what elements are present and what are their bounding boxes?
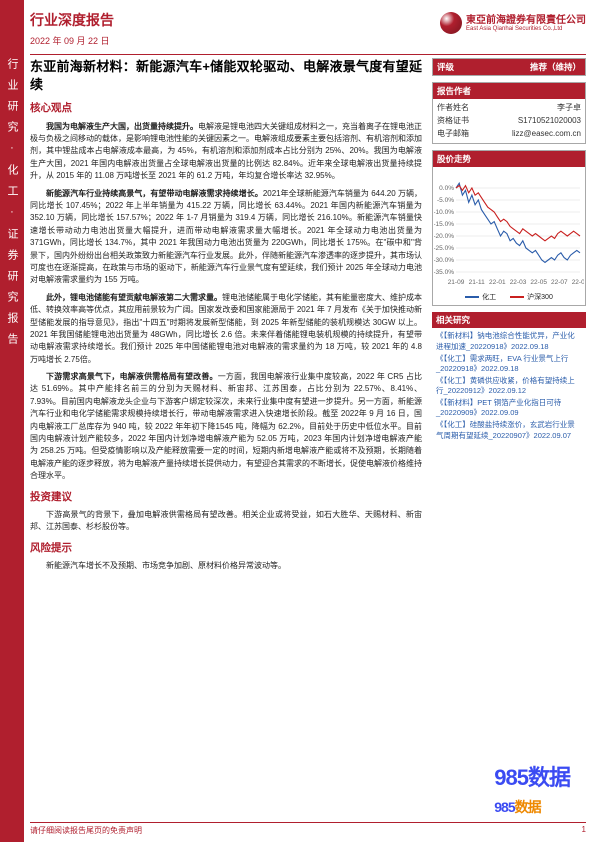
body-paragraph: 下游需求高景气下，电解液供需格局有望改善。一方面，我国电解液行业集中度较高，20… [30, 371, 422, 483]
related-link[interactable]: 《【化工】硅酸盐持续涨价，玄武岩行业景气周期有望延续_20220907》2022… [436, 420, 582, 440]
svg-text:22-03: 22-03 [510, 279, 527, 286]
svg-text:21-11: 21-11 [469, 279, 486, 286]
svg-text:-30.0%: -30.0% [434, 257, 454, 264]
svg-text:-15.0%: -15.0% [434, 221, 454, 228]
chart-legend: 化工 沪深300 [433, 291, 585, 305]
disclaimer-note: 请仔细阅读报告尾页的免责声明 [30, 825, 142, 836]
section-heading: 核心观点 [30, 100, 422, 116]
vertical-category-bar: 行业研究·化工·证券研究报告 [0, 0, 24, 842]
related-link[interactable]: 《【化工】黄磷供应收紧，价格有望持续上行_20220912》2022.09.12 [436, 376, 582, 396]
rating-box: 评级 推荐（维持） [432, 58, 586, 76]
svg-text:0.0%: 0.0% [439, 185, 454, 192]
section-heading: 投资建议 [30, 489, 422, 505]
svg-text:22-09: 22-09 [572, 279, 584, 286]
svg-text:22-07: 22-07 [551, 279, 568, 286]
logo-text: 東亞前海證券有限責任公司 [466, 15, 586, 26]
body-paragraph: 此外，锂电池储能有望贡献电解液第二大需求量。锂电池储能属于电化学储能，其有能量密… [30, 292, 422, 366]
report-date: 2022 年 09 月 22 日 [30, 34, 586, 47]
svg-text:21-09: 21-09 [448, 279, 465, 286]
chart-title: 股价走势 [437, 153, 471, 165]
svg-text:-10.0%: -10.0% [434, 209, 454, 216]
body-paragraph: 新能源汽车行业持续高景气，有望带动电解液需求持续增长。2021年全球新能源汽车销… [30, 188, 422, 287]
page-number: 1 [582, 825, 586, 834]
related-link[interactable]: 《【新材料】PET 铜箔产业化指日可待_20220909》2022.09.09 [436, 398, 582, 418]
author-box-title: 报告作者 [437, 85, 471, 97]
watermark: 985数据 985数据 [494, 760, 570, 818]
svg-text:-20.0%: -20.0% [434, 233, 454, 240]
author-box: 报告作者 作者姓名李子卓资格证书S1710521020003电子邮箱lizz@e… [432, 82, 586, 144]
logo-subtext: East Asia Qianhai Securities Co.,Ltd [466, 26, 586, 32]
svg-text:-5.0%: -5.0% [437, 197, 454, 204]
svg-text:22-01: 22-01 [489, 279, 506, 286]
rating-label: 评级 [437, 61, 454, 73]
report-title: 东亚前海新材料：新能源汽车+储能双轮驱动、电解液景气度有望延续 [30, 58, 422, 94]
author-row: 资格证书S1710521020003 [437, 115, 581, 128]
related-research-box: 相关研究 《【新材料】钠电池综合性能优异，产业化进程加速_20220918》20… [432, 312, 586, 445]
legend-item: 沪深300 [510, 292, 553, 302]
related-title: 相关研究 [436, 314, 470, 326]
brokerage-logo: 東亞前海證券有限責任公司 East Asia Qianhai Securitie… [440, 12, 586, 34]
author-row: 作者姓名李子卓 [437, 102, 581, 115]
logo-icon [440, 12, 462, 34]
related-link[interactable]: 《【化工】需求两旺，EVA 行业景气上行_20220918》2022.09.18 [436, 354, 582, 374]
right-sidebar: 评级 推荐（维持） 报告作者 作者姓名李子卓资格证书S1710521020003… [432, 58, 586, 452]
body-paragraph: 新能源汽车增长不及预期、市场竞争加剧、原材料价格异常波动等。 [30, 560, 422, 572]
author-row: 电子邮箱lizz@easec.com.cn [437, 128, 581, 141]
svg-text:-25.0%: -25.0% [434, 245, 454, 252]
related-link[interactable]: 《【新材料】钠电池综合性能优异，产业化进程加速_20220918》2022.09… [436, 331, 582, 351]
body-paragraph: 下游高景气的背景下，叠加电解液供需格局有望改善。相关企业或将受益，如石大胜华、天… [30, 509, 422, 534]
svg-text:22-05: 22-05 [530, 279, 547, 286]
legend-item: 化工 [465, 292, 496, 302]
main-content: 东亚前海新材料：新能源汽车+储能双轮驱动、电解液景气度有望延续 核心观点我国为电… [30, 58, 422, 577]
stock-trend-chart: 0.0% -5.0% -10.0% -15.0% -20.0% -25.0% -30.0% -… [434, 170, 584, 288]
body-paragraph: 我国为电解液生产大国，出货量持续提升。电解液是锂电池四大关键组成材料之一，充当着… [30, 121, 422, 183]
page-footer: 请仔细阅读报告尾页的免责声明 1 [30, 822, 586, 836]
svg-text:-35.0%: -35.0% [434, 269, 454, 276]
page-header: 行业深度报告 2022 年 09 月 22 日 東亞前海證券有限責任公司 Eas… [30, 10, 586, 55]
stock-chart-box: 股价走势 0.0% -5.0% -10.0% -15.0% -20.0% -25.0% -3… [432, 150, 586, 306]
rating-value: 推荐（维持） [530, 61, 581, 73]
section-heading: 风险提示 [30, 540, 422, 556]
